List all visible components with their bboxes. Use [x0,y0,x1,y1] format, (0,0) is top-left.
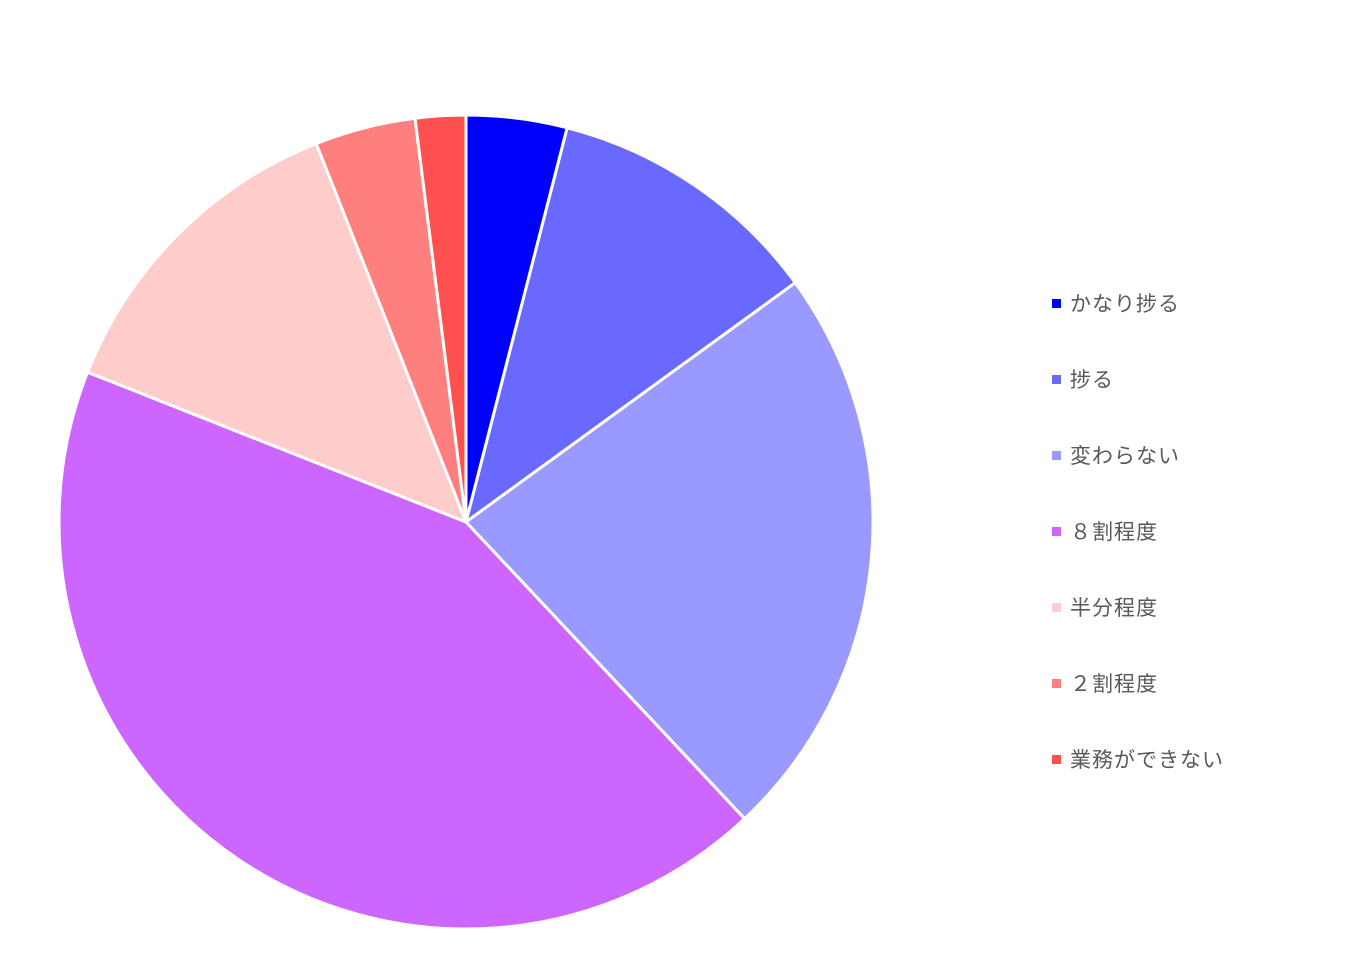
legend-item-half: 半分程度 [1052,589,1158,625]
pie-slice-5 [86,142,468,524]
legend-item-20-percent: ２割程度 [1052,665,1158,701]
legend-item-80-percent: ８割程度 [1052,513,1158,549]
legend-swatch [1052,298,1061,308]
legend-label: かなり捗る [1070,292,1180,316]
legend-swatch [1052,374,1061,384]
legend: かなり捗る 捗る 変わらない ８割程度 半分程度 ２割程度 業務ができない [1052,285,1332,785]
pie-slice-3 [464,281,875,821]
legend-item-kanari-hakadoru: かなり捗る [1052,285,1180,321]
legend-swatch [1052,754,1061,764]
legend-label: ８割程度 [1070,520,1158,544]
legend-label: 捗る [1070,368,1114,392]
legend-swatch [1052,678,1061,688]
pie-slice-2 [464,126,797,524]
legend-label: ２割程度 [1070,672,1158,696]
pie-slice-7 [413,113,468,524]
legend-item-kawaranai: 変わらない [1052,437,1180,473]
legend-swatch [1052,526,1061,536]
pie-slice-4 [57,370,747,931]
legend-item-cannot-work: 業務ができない [1052,741,1224,777]
legend-swatch [1052,450,1061,460]
legend-swatch [1052,602,1061,612]
legend-label: 業務ができない [1070,748,1224,772]
legend-item-hakadoru: 捗る [1052,361,1114,397]
legend-label: 変わらない [1070,444,1180,468]
legend-label: 半分程度 [1070,596,1158,620]
